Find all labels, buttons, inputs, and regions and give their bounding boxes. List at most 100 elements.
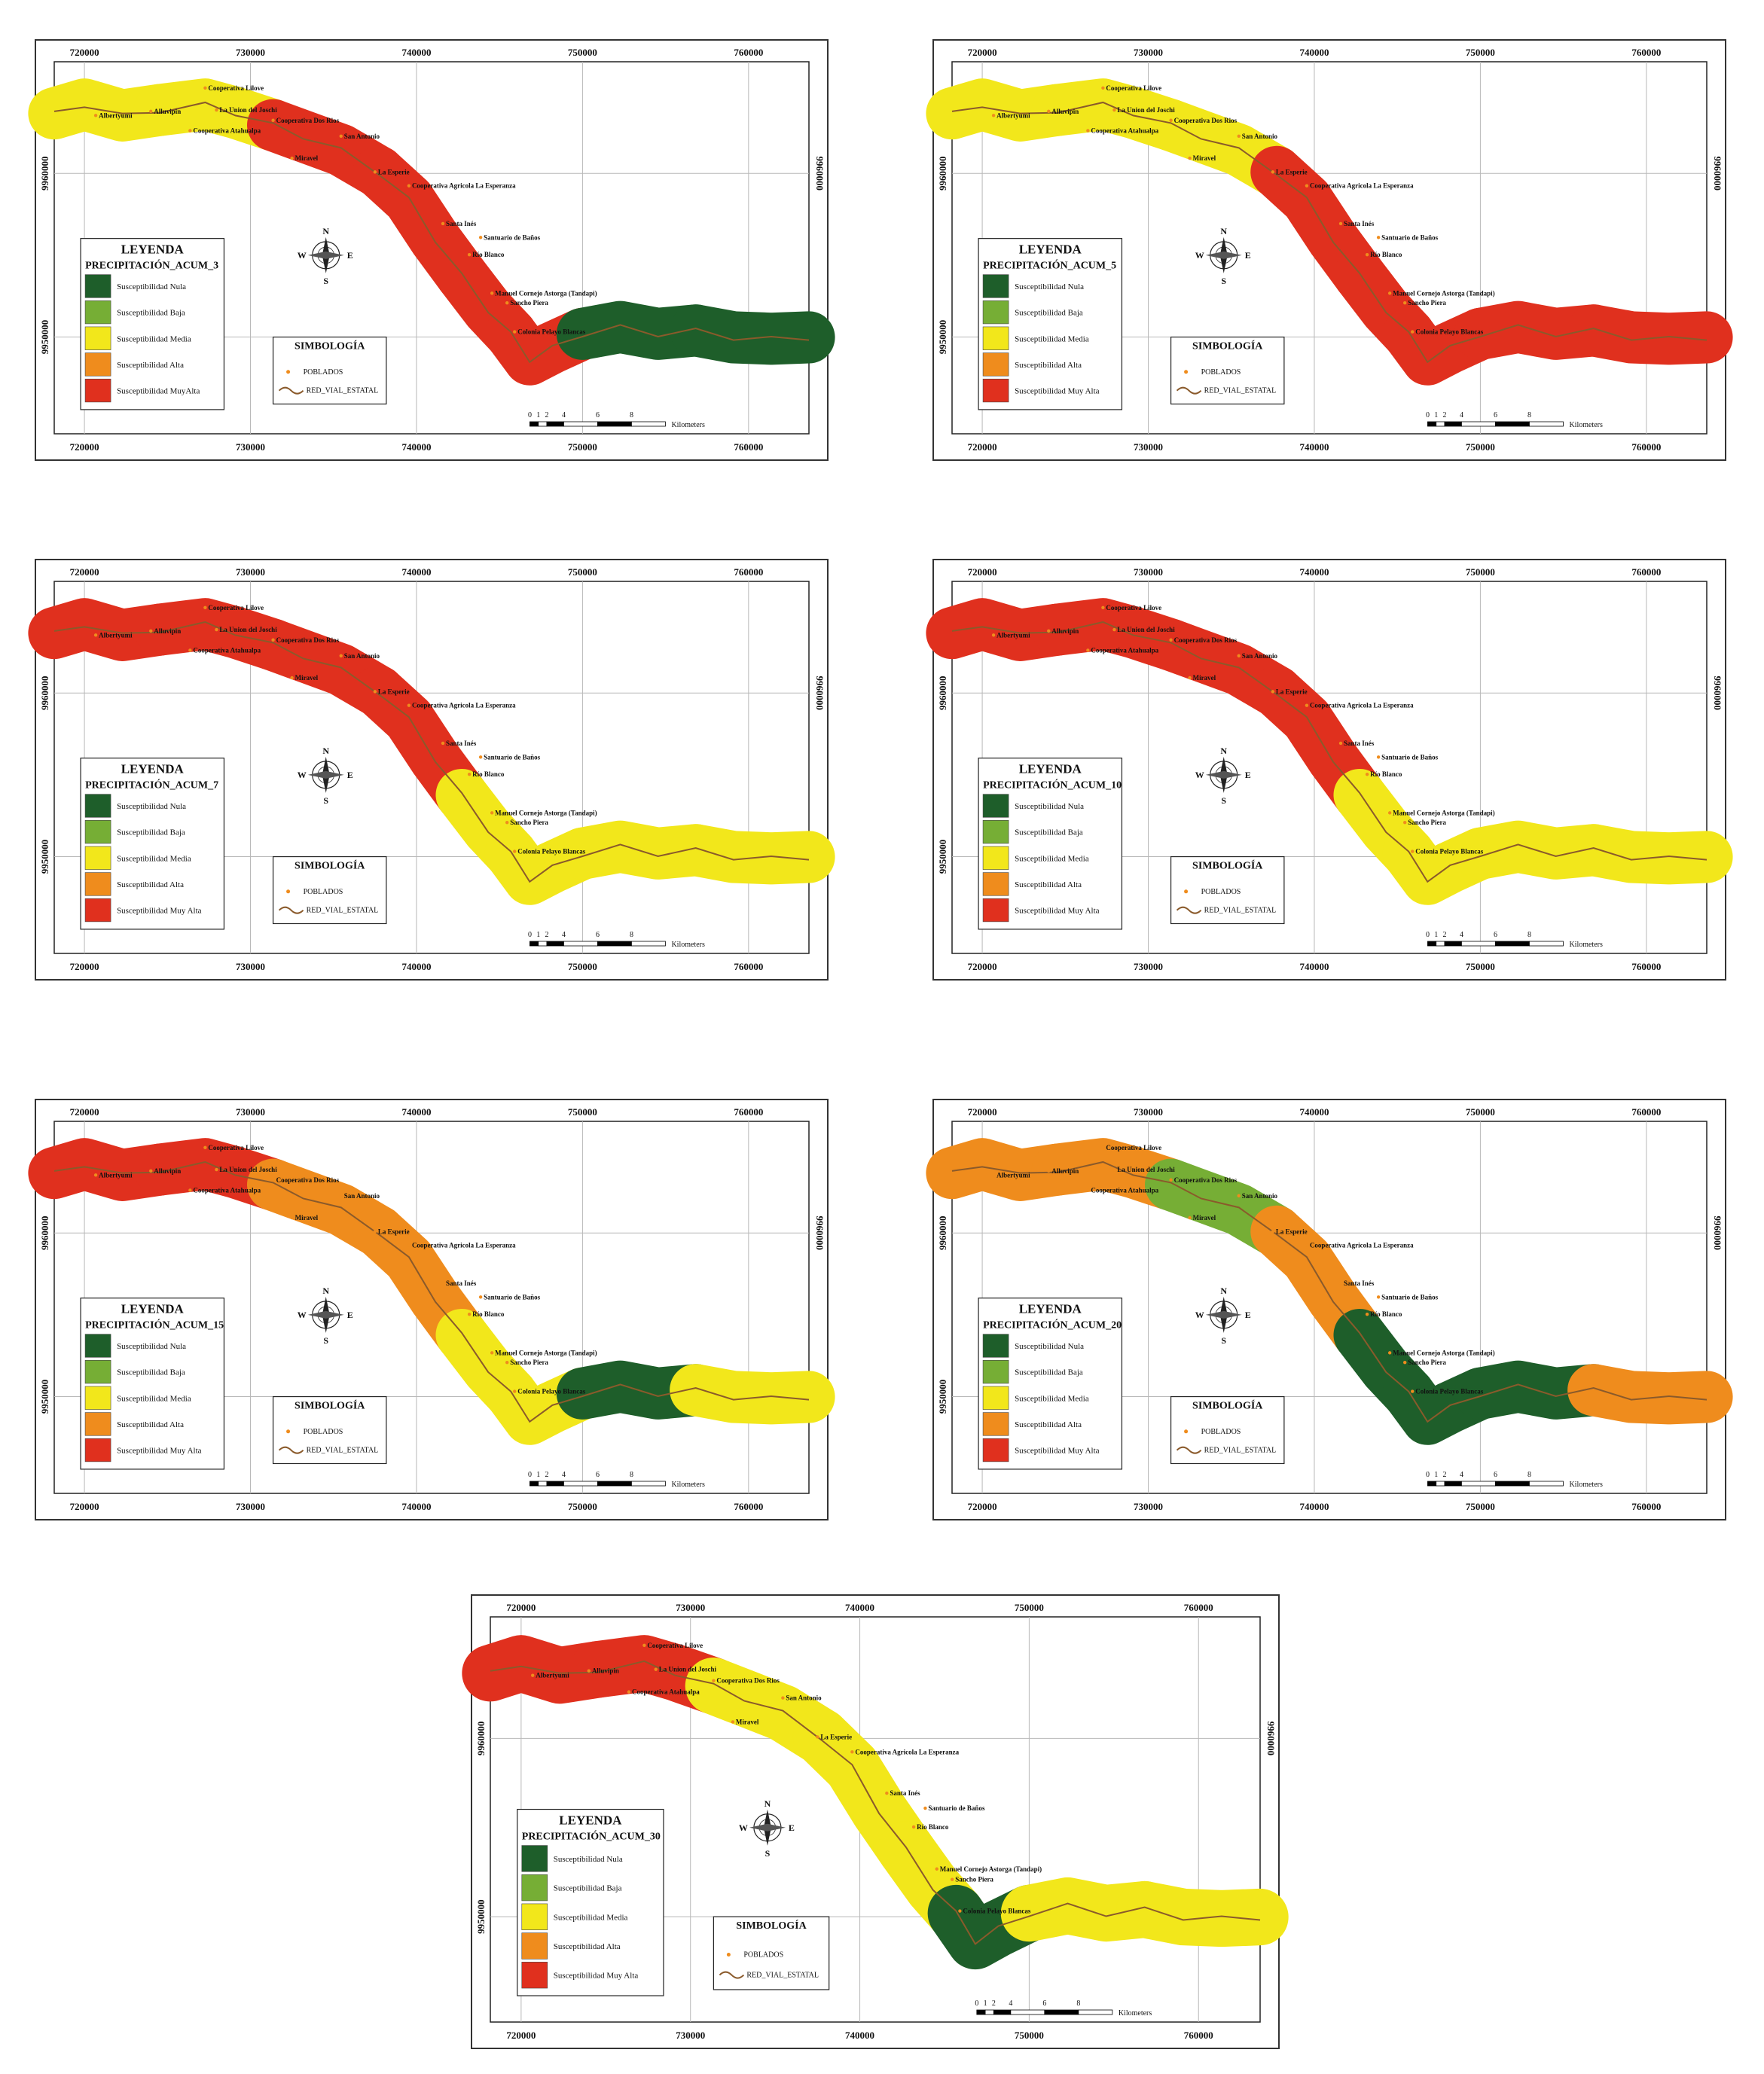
legend-swatch bbox=[84, 846, 111, 870]
scale-tick-label: 0 bbox=[1426, 1471, 1430, 1479]
x-tick-label: 740000 bbox=[1299, 961, 1329, 972]
town-label: La Union del Joschi bbox=[1117, 106, 1175, 114]
x-tick-label: 720000 bbox=[968, 441, 997, 453]
x-tick-label: 730000 bbox=[236, 1501, 265, 1512]
x-tick-label: 720000 bbox=[506, 1602, 536, 1613]
x-tick-label: 740000 bbox=[401, 961, 431, 972]
road-line bbox=[53, 621, 810, 883]
town-point bbox=[215, 627, 218, 632]
scale-unit: Kilometers bbox=[1569, 421, 1603, 429]
legend-swatch bbox=[982, 1334, 1009, 1358]
scale-tick-label: 2 bbox=[1442, 931, 1446, 939]
x-tick-label: 730000 bbox=[1134, 1106, 1163, 1118]
town-point bbox=[467, 1312, 472, 1316]
x-tick-label: 730000 bbox=[236, 47, 265, 58]
town-point bbox=[513, 1389, 517, 1393]
town-label: Colonia Pelayo Blancas bbox=[1415, 328, 1484, 336]
x-tick-label: 720000 bbox=[968, 1501, 997, 1512]
scale-tick-label: 8 bbox=[1527, 411, 1531, 419]
legend-subtitle: PRECIPITACIÓN_ACUM_30 bbox=[522, 1830, 661, 1843]
scale-tick-label: 8 bbox=[630, 1471, 633, 1479]
town-label: Sancho Piera bbox=[510, 299, 548, 307]
town-label: Cooperativa Atahualpa bbox=[1091, 127, 1158, 134]
y-tick-label: 9960000 bbox=[1712, 156, 1723, 191]
scale-tick-label: 6 bbox=[1494, 1471, 1497, 1479]
town-point bbox=[781, 1696, 785, 1700]
map-svg: 720000 720000 730000 730000 740000 740000 7500… bbox=[926, 566, 1733, 972]
x-tick-label: 740000 bbox=[845, 2030, 874, 2041]
susceptibility-zone bbox=[670, 304, 835, 365]
road-line bbox=[951, 1161, 1708, 1423]
scale-tick-label: 8 bbox=[630, 411, 633, 419]
scale-tick-label: 2 bbox=[545, 411, 548, 419]
town-point bbox=[1188, 156, 1192, 160]
legend-swatch bbox=[84, 326, 111, 350]
town-label: Cooperativa Dos Rios bbox=[276, 1176, 340, 1184]
town-point bbox=[149, 629, 153, 633]
x-tick-label: 750000 bbox=[568, 47, 597, 58]
town-point bbox=[1271, 1230, 1275, 1234]
town-label: San Antonio bbox=[344, 652, 380, 660]
simbologia-box bbox=[1170, 856, 1285, 925]
town-point bbox=[271, 638, 275, 642]
town-point bbox=[1169, 638, 1173, 642]
map-svg: 720000 720000 730000 730000 740000 740000 7500… bbox=[28, 1106, 835, 1512]
y-tick-label: 9960000 bbox=[814, 676, 826, 710]
town-label: Manuel Cornejo Astorga (Tandapi) bbox=[495, 289, 597, 297]
x-tick-label: 760000 bbox=[1184, 2030, 1213, 2041]
legend-swatch bbox=[982, 1386, 1009, 1410]
town-point bbox=[1086, 648, 1090, 652]
town-label: La Esperie bbox=[1276, 688, 1308, 695]
legend-swatch bbox=[982, 819, 1009, 844]
scale-bar-segment bbox=[993, 2009, 1012, 2015]
y-tick-label: 9960000 bbox=[814, 1215, 826, 1250]
road-symbol bbox=[278, 1446, 304, 1454]
x-tick-label: 750000 bbox=[568, 961, 597, 972]
x-tick-label: 750000 bbox=[1466, 566, 1495, 578]
town-point bbox=[1047, 109, 1051, 114]
scale-unit: Kilometers bbox=[671, 1481, 705, 1489]
susceptibility-zone bbox=[1116, 1880, 1289, 1947]
town-label: Colonia Pelayo Blancas bbox=[517, 328, 586, 336]
compass-w: W bbox=[298, 250, 307, 261]
road-line bbox=[951, 101, 1708, 364]
legend-subtitle: PRECIPITACIÓN_ACUM_7 bbox=[85, 779, 218, 791]
x-tick-label: 760000 bbox=[734, 47, 763, 58]
scale-bar-segment bbox=[1529, 1481, 1564, 1487]
legend-swatch bbox=[982, 1412, 1009, 1436]
legend-swatch bbox=[982, 1438, 1009, 1462]
town-point bbox=[149, 1169, 153, 1173]
scale-unit: Kilometers bbox=[671, 941, 705, 949]
town-label: Río Blanco bbox=[1370, 251, 1402, 258]
x-tick-label: 750000 bbox=[568, 441, 597, 453]
compass-s: S bbox=[765, 1848, 771, 1859]
town-point bbox=[215, 108, 218, 112]
compass-rose-icon bbox=[1205, 756, 1242, 793]
susceptibility-zone bbox=[670, 824, 835, 885]
town-label: Cooperativa Agricola La Esperanza bbox=[1310, 1242, 1414, 1249]
legend-subtitle: PRECIPITACIÓN_ACUM_5 bbox=[983, 259, 1116, 272]
road-line bbox=[490, 1660, 1261, 1945]
scale-unit: Kilometers bbox=[1119, 2009, 1152, 2018]
scale-bar-segment bbox=[1427, 421, 1437, 427]
scale-bar-segment bbox=[546, 941, 564, 947]
scale-tick-label: 6 bbox=[596, 931, 600, 939]
legend-title: LEYENDA bbox=[559, 1813, 622, 1828]
legend-item-label: Susceptibilidad Alta bbox=[117, 361, 184, 370]
town-point bbox=[1411, 849, 1415, 853]
scale-tick-label: 0 bbox=[975, 1999, 978, 2008]
compass-rose-icon bbox=[1205, 1296, 1242, 1333]
compass-s: S bbox=[323, 795, 328, 806]
legend-item-label: Susceptibilidad Media bbox=[117, 854, 191, 863]
town-point bbox=[642, 1643, 646, 1648]
y-tick-label: 9950000 bbox=[39, 320, 50, 355]
legend-swatch bbox=[84, 300, 111, 325]
compass-rose-icon bbox=[307, 756, 344, 793]
legend-item-label: Susceptibilidad Baja bbox=[1015, 1368, 1083, 1377]
scale-tick-label: 4 bbox=[562, 411, 566, 419]
x-tick-label: 740000 bbox=[845, 1602, 874, 1613]
scale-tick-label: 2 bbox=[545, 931, 548, 939]
scale-tick-label: 4 bbox=[1460, 1471, 1463, 1479]
town-point bbox=[991, 1173, 996, 1177]
town-point bbox=[1237, 1194, 1241, 1197]
